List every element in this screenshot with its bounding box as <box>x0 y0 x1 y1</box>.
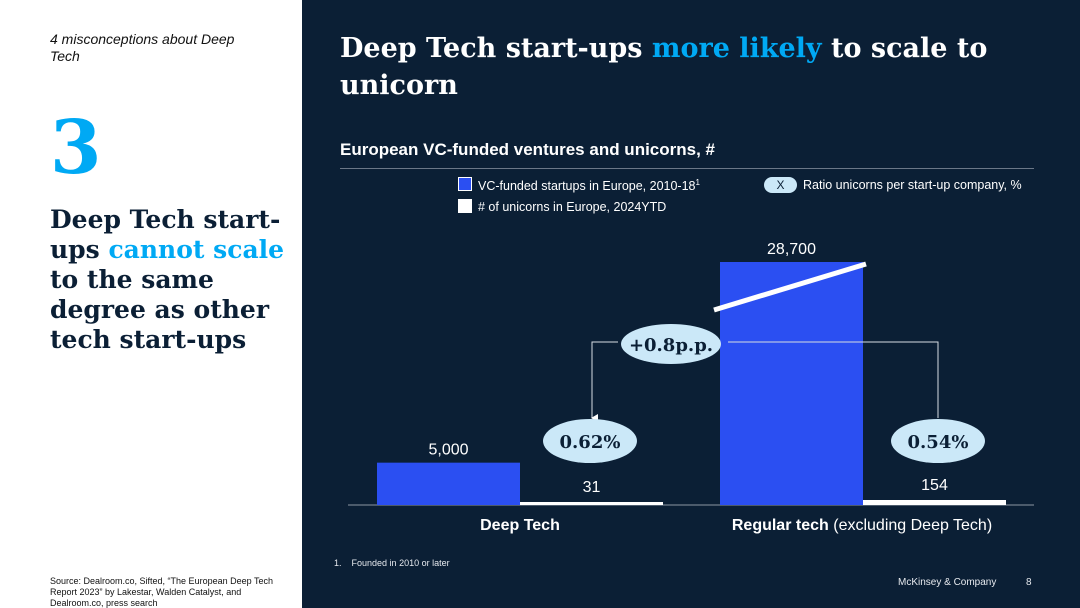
section-kicker: 4 misconceptions about Deep Tech <box>50 31 235 64</box>
source-note: Source: Dealroom.co, Sifted, “The Europe… <box>50 576 273 608</box>
value-label-regular-tech-startups: 28,700 <box>767 241 816 258</box>
category-label-regular-tech: Regular tech (excluding Deep Tech) <box>732 517 992 534</box>
difference-arrow <box>591 341 618 422</box>
legend-label-unicorns: # of unicorns in Europe, 2024YTD <box>478 200 667 214</box>
value-label-deep-tech-startups: 5,000 <box>428 442 468 459</box>
legend-swatch-unicorns <box>458 199 472 213</box>
chart-title: European VC-funded ventures and unicorns… <box>340 140 715 159</box>
misconception-number: 3 <box>50 105 102 191</box>
ratio-bubble-deep-tech <box>543 419 637 463</box>
title-divider <box>340 168 1034 169</box>
legend-ratio-marker: X <box>764 177 797 193</box>
category-label-deep-tech: Deep Tech <box>480 517 560 534</box>
bar-deep-tech-unicorns <box>520 502 663 505</box>
ratio-trend-line <box>713 261 867 313</box>
ratio-label-deep-tech: 0.62% <box>560 432 621 453</box>
ratio-label-regular-tech: 0.54% <box>908 432 969 453</box>
title-pre: Deep Tech start-ups <box>340 33 643 64</box>
title-highlight: more likely <box>651 33 822 64</box>
sidebar-panel: 4 misconceptions about Deep Tech 3 Deep … <box>0 0 302 608</box>
difference-bubble <box>621 324 721 364</box>
sidebar-headline-pre: Deep Tech start-ups <box>50 205 281 264</box>
legend-swatch-startups <box>458 177 472 191</box>
footnote: 1. Founded in 2010 or later <box>334 558 450 568</box>
main-panel <box>302 0 1080 608</box>
page-number: 8 <box>1026 577 1032 588</box>
bar-regular-tech-startups <box>720 262 863 505</box>
value-label-regular-tech-unicorns: 154 <box>921 477 948 494</box>
bar-regular-tech-unicorns <box>863 500 1006 505</box>
value-label-deep-tech-unicorns: 31 <box>583 479 601 496</box>
sidebar-headline: Deep Tech start-ups cannot scale to the … <box>50 205 290 355</box>
sidebar-headline-post: to the same degree as other tech start-u… <box>50 265 270 354</box>
page-title: Deep Tech start-ups more likely to scale… <box>340 30 1060 104</box>
legend-label-startups: VC-funded startups in Europe, 2010-181 <box>478 178 700 194</box>
sidebar-headline-highlight: cannot scale <box>108 235 285 264</box>
legend-label-ratio: Ratio unicorns per start-up company, % <box>803 178 1022 192</box>
ratio-bubble-regular-tech <box>891 419 985 463</box>
difference-connector <box>728 341 939 418</box>
title-post: to scale to unicorn <box>340 33 988 101</box>
difference-label: +0.8p.p. <box>629 335 713 356</box>
bar-deep-tech-startups <box>377 462 520 505</box>
brand-name: McKinsey & Company <box>898 577 997 588</box>
